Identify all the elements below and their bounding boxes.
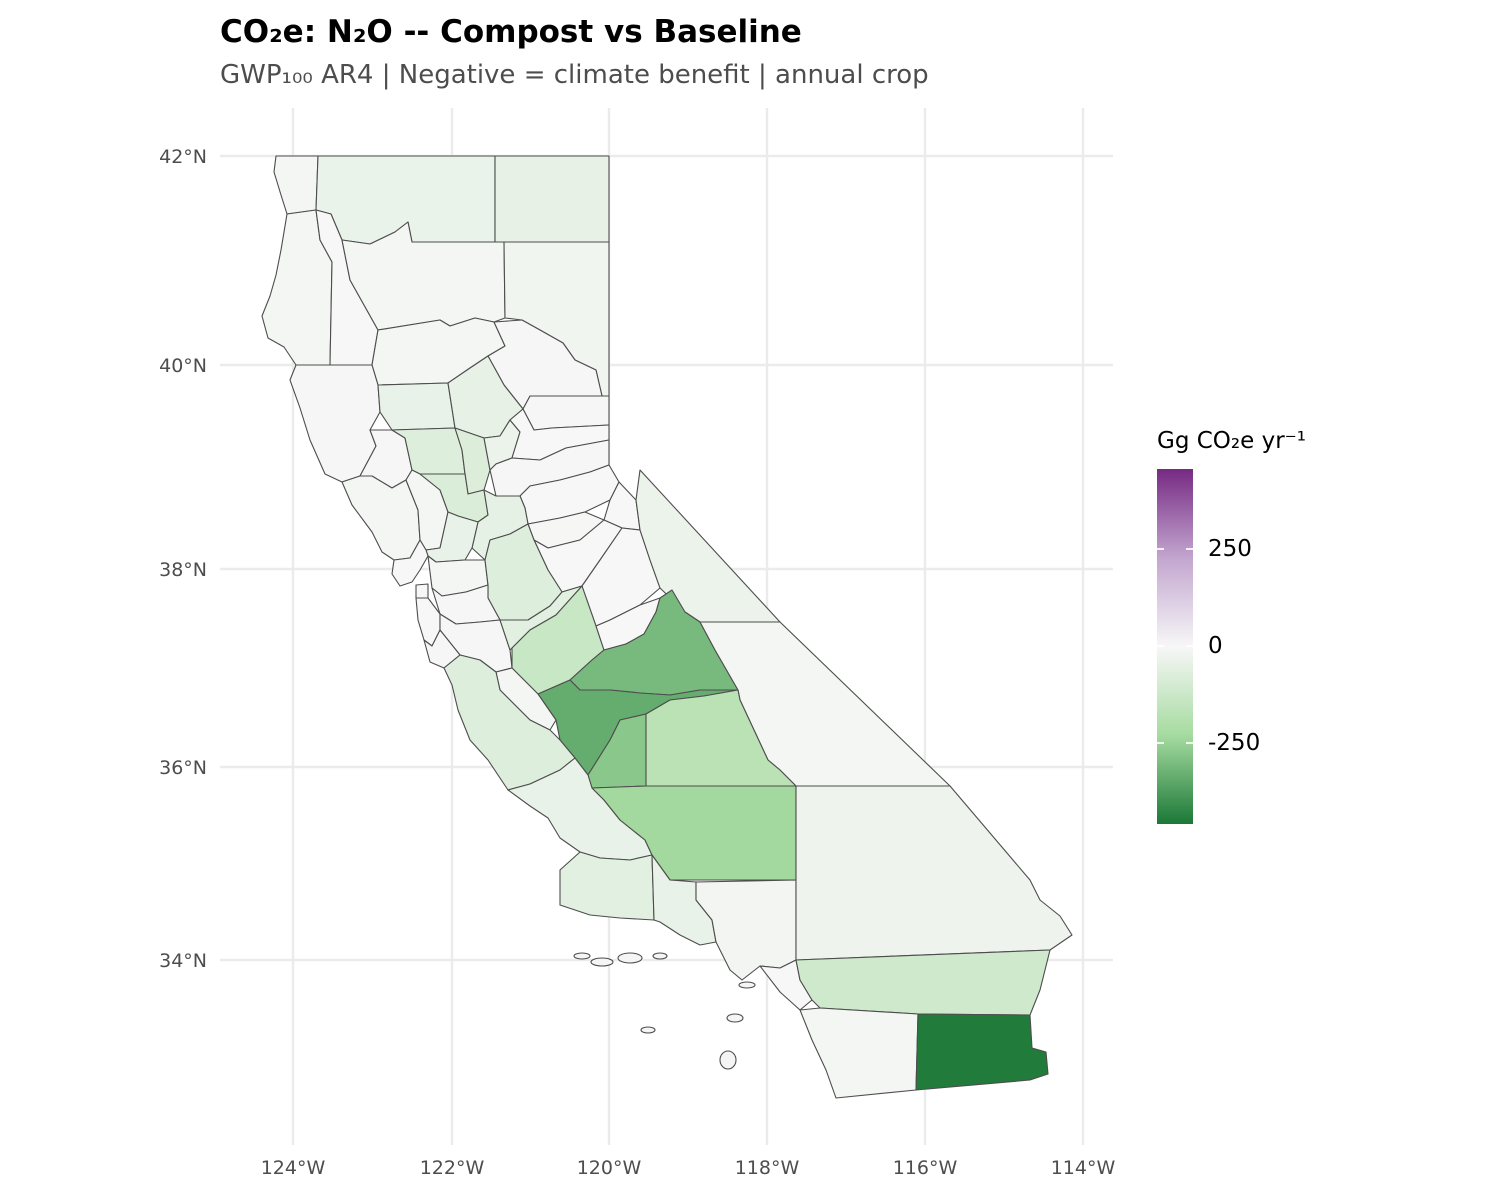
island [726,1013,744,1023]
lat-tick-label: 38°N [159,559,207,581]
county-glenn [377,382,456,431]
county-riverside [795,949,1051,1016]
island [590,957,614,967]
county-sonoma [341,475,421,561]
lat-tick-label: 42°N [159,146,207,168]
county-sierra [522,395,610,431]
county-monterey [443,654,576,791]
lat-tick-label: 40°N [159,355,207,377]
county-san-francisco [415,583,429,599]
island [640,1026,656,1034]
county-modoc [494,155,610,243]
lon-tick-labels: 124°W 122°W 120°W 118°W 116°W 114°W [261,1157,1116,1179]
lat-tick-label: 36°N [159,757,207,779]
island [719,1050,737,1070]
county-santa-barbara [559,851,655,921]
lat-tick-labels: 42°N 40°N 38°N 36°N 34°N [159,146,207,972]
legend-label-neg250: -250 [1208,730,1261,756]
island [738,981,756,989]
legend-label-250: 250 [1208,536,1252,562]
lon-tick-label: 122°W [420,1157,485,1179]
county-del-norte [273,155,319,215]
island [652,952,668,960]
island [617,952,643,964]
county-marin [391,539,429,587]
chart-title: CO₂e: N₂O -- Compost vs Baseline [220,14,802,50]
island [573,952,591,960]
lon-tick-label: 114°W [1051,1157,1116,1179]
county-polygons [261,155,1073,1099]
county-imperial [915,1013,1049,1091]
legend-label-0: 0 [1208,633,1223,659]
county-san-bernardino [795,785,1073,961]
lon-tick-label: 118°W [735,1157,800,1179]
lat-tick-label: 34°N [159,950,207,972]
channel-islands [573,952,756,1070]
lon-tick-label: 120°W [577,1157,642,1179]
lon-tick-label: 116°W [893,1157,958,1179]
lon-tick-label: 124°W [261,1157,326,1179]
county-san-diego [799,1007,919,1099]
chart-subtitle: GWP₁₀₀ AR4 | Negative = climate benefit … [220,60,929,90]
legend-title: Gg CO₂e yr⁻¹ [1157,428,1307,454]
